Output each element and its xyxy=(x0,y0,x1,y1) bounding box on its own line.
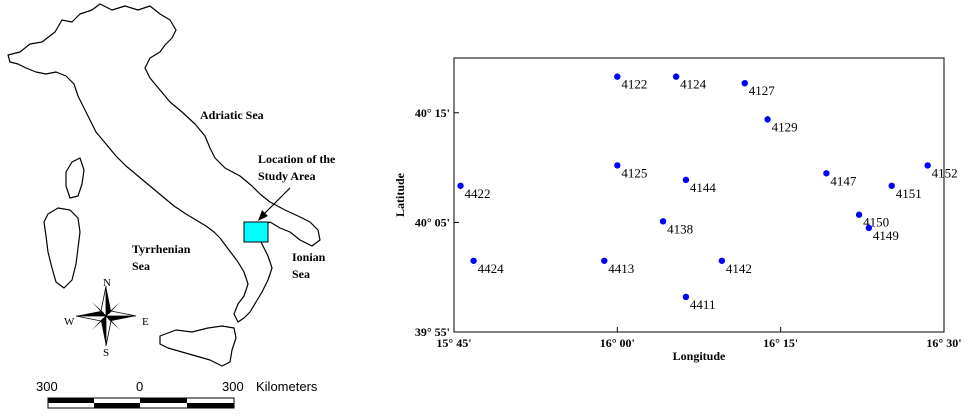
sardinia-outline xyxy=(43,207,81,289)
station-label: 4411 xyxy=(690,297,716,312)
station-marker xyxy=(470,257,477,264)
compass-rose-icon xyxy=(75,285,137,347)
compass-s-label: S xyxy=(103,347,109,359)
ionian-sea-label-line2: Sea xyxy=(292,267,310,281)
station-marker xyxy=(672,73,680,80)
italy-mainland-outline xyxy=(7,3,321,323)
station-label: 4125 xyxy=(621,165,647,180)
y-tick-label: 40° 05' xyxy=(415,215,450,229)
station-points: 4122 4124 4127 4129 4125 4144 4147 4152 4151 4422… xyxy=(457,73,958,312)
tyrrhenian-sea-label-line2: Sea xyxy=(132,259,150,273)
x-tick-label: 16° 15' xyxy=(763,336,798,350)
station-label: 4122 xyxy=(621,77,647,92)
y-axis-label: Latitude xyxy=(393,172,407,217)
station-marker xyxy=(601,257,608,264)
station-marker xyxy=(682,293,690,301)
corsica-outline xyxy=(65,157,85,199)
station-marker xyxy=(659,218,667,225)
station-label: 4127 xyxy=(749,83,776,98)
x-axis-label: Longitude xyxy=(673,349,726,363)
station-label: 4124 xyxy=(680,77,707,92)
adriatic-sea-label: Adriatic Sea xyxy=(200,108,264,122)
scale-bar xyxy=(47,397,235,409)
station-label: 4147 xyxy=(830,173,857,188)
plot-frame xyxy=(453,57,945,333)
station-marker xyxy=(865,224,873,232)
compass-n-label: N xyxy=(103,277,111,289)
station-label: 4152 xyxy=(932,165,958,180)
study-area-box xyxy=(243,221,269,243)
station-marker xyxy=(682,176,690,184)
station-marker xyxy=(614,73,621,80)
y-tick-label: 39° 55' xyxy=(415,325,450,339)
station-plot: 15° 45' 16° 00' 16° 15' 16° 30' 39° 55' 40° … xyxy=(393,57,962,363)
sicily-outline xyxy=(159,325,237,367)
station-marker xyxy=(764,116,771,123)
station-marker xyxy=(924,162,931,169)
station-marker xyxy=(457,182,464,189)
y-tick-group: 39° 55' 40° 05' 40° 15' xyxy=(415,106,459,339)
station-marker xyxy=(741,79,748,87)
compass-e-label: E xyxy=(142,316,149,328)
x-tick-label: 15° 45' xyxy=(436,336,471,350)
station-label: 4144 xyxy=(690,180,717,195)
study-area-label-line1: Location of the xyxy=(258,152,336,166)
x-tick-label: 16° 30' xyxy=(926,336,961,350)
station-label: 4138 xyxy=(667,221,693,236)
station-marker xyxy=(855,211,863,218)
scale-label-mid: 0 xyxy=(136,379,143,394)
station-marker xyxy=(718,257,726,264)
scale-label-left: 300 xyxy=(36,379,58,394)
station-label: 4149 xyxy=(873,228,899,243)
scale-unit-label: Kilometers xyxy=(256,379,318,394)
station-marker xyxy=(823,170,830,177)
x-tick-label: 16° 00' xyxy=(600,336,635,350)
station-label: 4129 xyxy=(772,119,798,134)
station-marker xyxy=(614,162,621,169)
study-area-pointer xyxy=(261,187,291,217)
station-label: 4413 xyxy=(608,261,634,276)
y-tick-label: 40° 15' xyxy=(415,106,450,120)
x-tick-group: 15° 45' 16° 00' 16° 15' 16° 30' xyxy=(436,327,962,350)
station-marker xyxy=(888,182,895,189)
station-label: 4142 xyxy=(726,261,752,276)
italy-map: Adriatic Sea Location of the Study Area … xyxy=(7,3,336,367)
study-area-arrowhead xyxy=(258,210,268,221)
station-label: 4151 xyxy=(896,186,922,201)
station-label: 4424 xyxy=(478,261,505,276)
tyrrhenian-sea-label-line1: Tyrrhenian xyxy=(132,242,191,256)
compass-w-label: W xyxy=(64,316,75,328)
study-area-label-line2: Study Area xyxy=(258,169,315,183)
station-label: 4422 xyxy=(465,186,491,201)
scale-label-right: 300 xyxy=(222,379,244,394)
ionian-sea-label-line1: Ionian xyxy=(292,250,326,264)
